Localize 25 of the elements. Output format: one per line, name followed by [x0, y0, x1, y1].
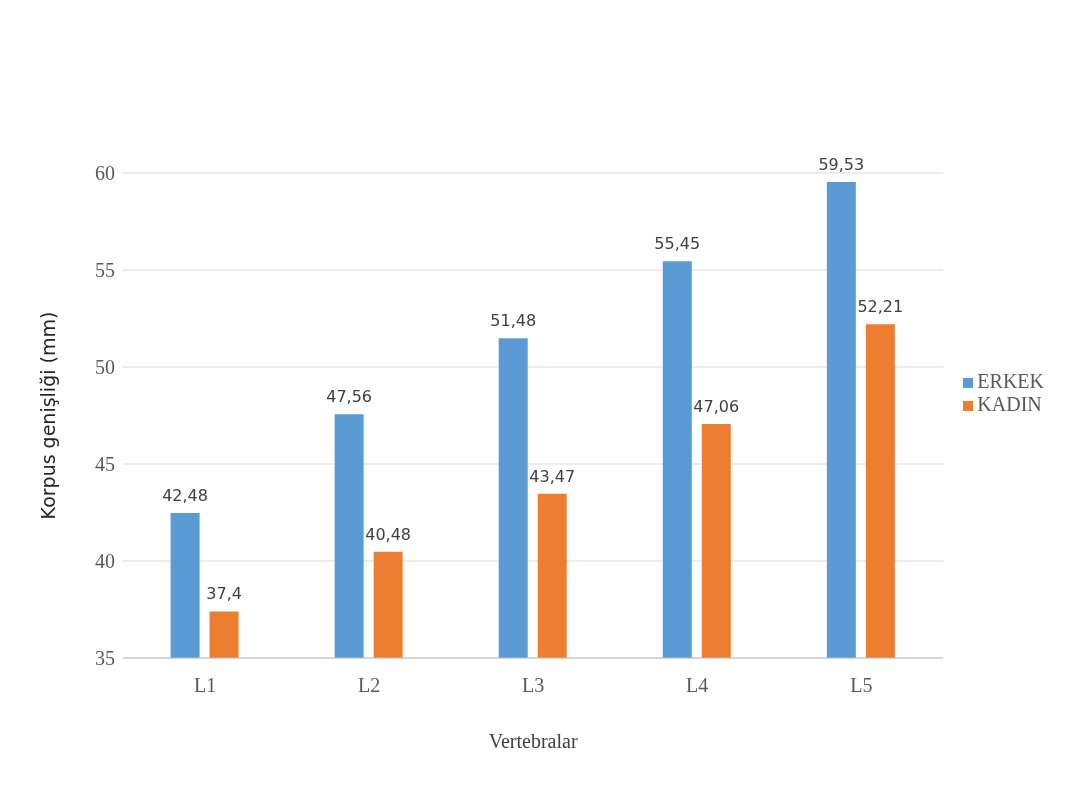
y-axis-title: Korpus genişliği (mm)	[36, 311, 59, 520]
x-tick-label: L1	[193, 674, 217, 697]
data-label: 47,56	[326, 387, 373, 407]
data-label: 43,47	[529, 466, 576, 486]
y-tick-label: 50	[95, 356, 115, 379]
data-label: 42,48	[162, 485, 208, 505]
data-label: 37,4	[206, 584, 242, 604]
y-tick-label: 55	[95, 259, 115, 282]
y-tick-label: 60	[95, 162, 115, 185]
x-tick-label: L5	[850, 674, 873, 697]
y-tick-label: 40	[95, 550, 115, 573]
data-label: 59,53	[818, 155, 865, 175]
data-label: 40,48	[365, 524, 412, 544]
legend-label: KADIN	[977, 393, 1042, 415]
y-tick-label: 35	[95, 647, 115, 670]
data-label: 52,21	[857, 297, 904, 317]
y-tick-label: 45	[95, 453, 115, 476]
data-label: 51,48	[490, 311, 537, 331]
data-label: 55,45	[654, 234, 701, 254]
x-tick-label: L2	[357, 674, 381, 697]
x-tick-label: L3	[522, 674, 545, 697]
x-axis-title: Vertebralar	[488, 730, 578, 752]
legend-label: ERKEK	[977, 370, 1044, 392]
data-label: 47,06	[693, 397, 740, 417]
x-tick-label: L4	[686, 674, 709, 697]
